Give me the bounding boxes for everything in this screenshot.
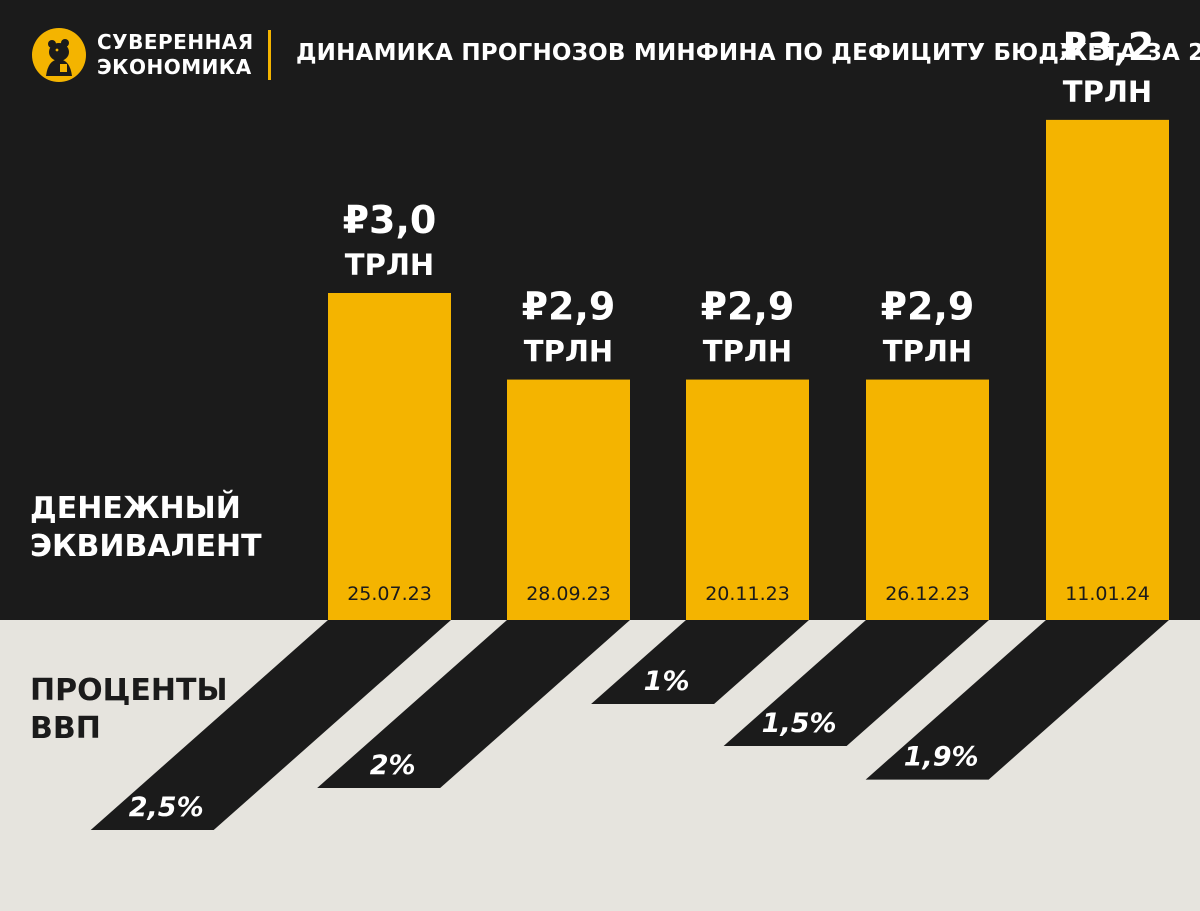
money-label-line-2: ЭКВИВАЛЕНТ — [30, 529, 262, 564]
gdp-value-label: 1,5% — [762, 708, 837, 739]
gdp-band — [723, 620, 989, 746]
gdp-label-line-2: ВВП — [30, 711, 101, 746]
gdp-label-line-1: ПРОЦЕНТЫ — [30, 673, 228, 708]
date-label: 26.12.23 — [885, 583, 970, 605]
gdp-band — [591, 620, 809, 704]
date-label: 25.07.23 — [347, 583, 432, 605]
money-unit-label: ТРЛН — [524, 335, 613, 369]
gdp-value-label: 2% — [370, 750, 416, 781]
money-value-label: ₽2,9 — [701, 285, 795, 329]
money-unit-label: ТРЛН — [883, 335, 972, 369]
money-bar — [866, 379, 989, 620]
date-label: 28.09.23 — [526, 583, 611, 605]
gdp-value-label: 2,5% — [129, 792, 204, 823]
brand-name: СУВЕРЕННАЯ ЭКОНОМИКА — [97, 30, 254, 80]
money-value-label: ₽3,0 — [343, 198, 437, 242]
gdp-percent-label: ПРОЦЕНТЫ ВВП — [30, 672, 228, 748]
gdp-band — [317, 620, 630, 788]
money-value-label: ₽2,9 — [881, 285, 975, 329]
money-bar — [686, 379, 809, 620]
money-bar — [328, 293, 451, 620]
header-divider — [268, 30, 271, 80]
gdp-value-label: 1% — [644, 666, 690, 697]
chart-title: ДИНАМИКА ПРОГНОЗОВ МИНФИНА ПО ДЕФИЦИТУ Б… — [296, 40, 1200, 66]
money-value-label: ₽2,9 — [522, 285, 616, 329]
money-bar — [507, 379, 630, 620]
gdp-band — [865, 620, 1169, 780]
money-equivalent-label: ДЕНЕЖНЫЙ ЭКВИВАЛЕНТ — [30, 490, 262, 566]
date-label: 11.01.24 — [1065, 583, 1150, 605]
money-unit-label: ТРЛН — [345, 248, 434, 282]
gdp-band — [90, 620, 451, 830]
money-unit-label: ТРЛН — [703, 335, 792, 369]
brand-line-2: ЭКОНОМИКА — [97, 55, 252, 79]
gdp-value-label: 1,9% — [904, 742, 979, 773]
brand-line-1: СУВЕРЕННАЯ — [97, 30, 254, 54]
money-unit-label: ТРЛН — [1063, 75, 1152, 109]
bear-icon — [32, 28, 86, 82]
date-label: 20.11.23 — [705, 583, 790, 605]
money-bar — [1046, 119, 1169, 620]
money-label-line-1: ДЕНЕЖНЫЙ — [30, 491, 241, 526]
money-value-label: ₽3,2 — [1061, 25, 1155, 69]
